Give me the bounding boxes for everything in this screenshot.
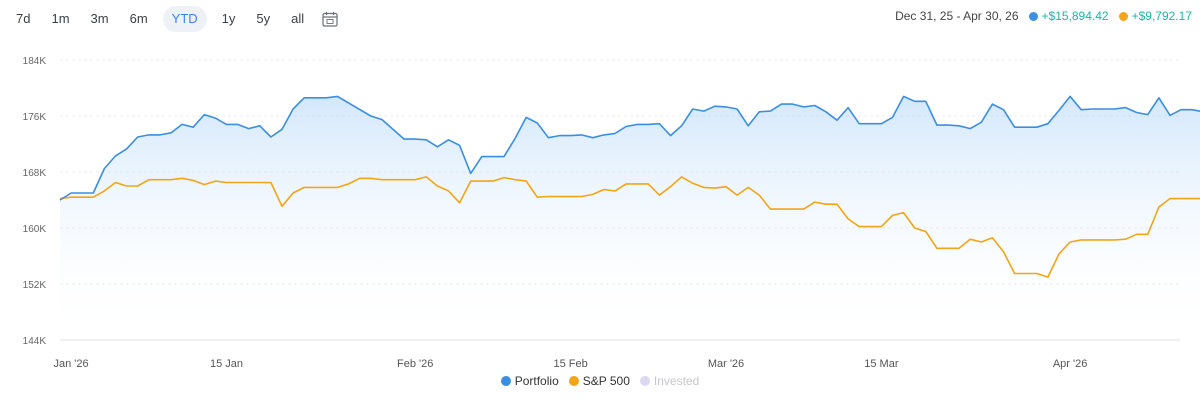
portfolio-gain: +$15,894.42 xyxy=(1041,9,1109,23)
y-tick-label: 152K xyxy=(23,280,47,291)
range-tab-5y[interactable]: 5y xyxy=(256,11,271,26)
y-tick-label: 176K xyxy=(23,112,47,123)
performance-chart: 144K 152K 160K 168K 176K 184K Jan '26 15 Jan Feb… xyxy=(23,56,1200,370)
x-tick-label: Feb '26 xyxy=(397,358,433,370)
sp500-legend-dot xyxy=(568,376,579,386)
portfolio-series-line xyxy=(59,95,1200,201)
x-tick-label: 15 Feb xyxy=(553,358,587,370)
date-range: Dec 31, 25 - Apr 30, 26 xyxy=(895,9,1019,23)
range-tab-ytd[interactable]: YTD xyxy=(162,6,207,32)
range-tabs: 7d 1m 3m 6m YTD 1y 5y all xyxy=(10,6,339,32)
legend-label-invested: Invested xyxy=(653,374,700,388)
legend-item-sp500[interactable]: S&P 500 xyxy=(568,374,630,388)
performance-summary: Dec 31, 25 - Apr 30, 26 +$15,894.42 +$9,… xyxy=(895,9,1192,23)
portfolio-legend-dot xyxy=(500,376,511,386)
range-tab-1y[interactable]: 1y xyxy=(221,11,236,26)
legend-item-portfolio[interactable]: Portfolio xyxy=(500,374,559,388)
x-tick-label: Apr '26 xyxy=(1053,358,1088,370)
range-tab-all[interactable]: all xyxy=(291,11,305,26)
x-tick-label: Mar '26 xyxy=(708,358,744,370)
range-tab-3m[interactable]: 3m xyxy=(90,11,109,26)
y-tick-label: 168K xyxy=(23,168,47,179)
portfolio-dot xyxy=(1028,11,1038,21)
legend-label-portfolio: Portfolio xyxy=(514,374,559,388)
legend-label-sp500: S&P 500 xyxy=(582,374,630,388)
range-tab-6m[interactable]: 6m xyxy=(129,11,148,26)
invested-legend-dot xyxy=(639,376,650,386)
legend-item-invested[interactable]: Invested xyxy=(639,374,700,388)
sp500-dot xyxy=(1118,11,1128,21)
range-tab-7d[interactable]: 7d xyxy=(16,11,31,26)
y-tick-label: 160K xyxy=(23,224,47,235)
x-tick-label: 15 Jan xyxy=(210,358,243,370)
x-tick-label: Jan '26 xyxy=(54,358,89,370)
toolbar: 7d 1m 3m 6m YTD 1y 5y all Dec 31, 25 - A… xyxy=(0,0,1200,36)
y-tick-label: 184K xyxy=(23,56,47,67)
calendar-icon[interactable] xyxy=(321,10,339,28)
y-tick-label: 144K xyxy=(23,336,47,347)
chart-legend: Portfolio S&P 500 Invested xyxy=(0,374,1200,388)
x-tick-label: 15 Mar xyxy=(864,358,899,370)
sp500-series-line xyxy=(59,176,1200,278)
sp500-gain: +$9,792.17 xyxy=(1131,9,1192,23)
range-tab-1m[interactable]: 1m xyxy=(51,11,70,26)
portfolio-area xyxy=(60,96,1200,340)
